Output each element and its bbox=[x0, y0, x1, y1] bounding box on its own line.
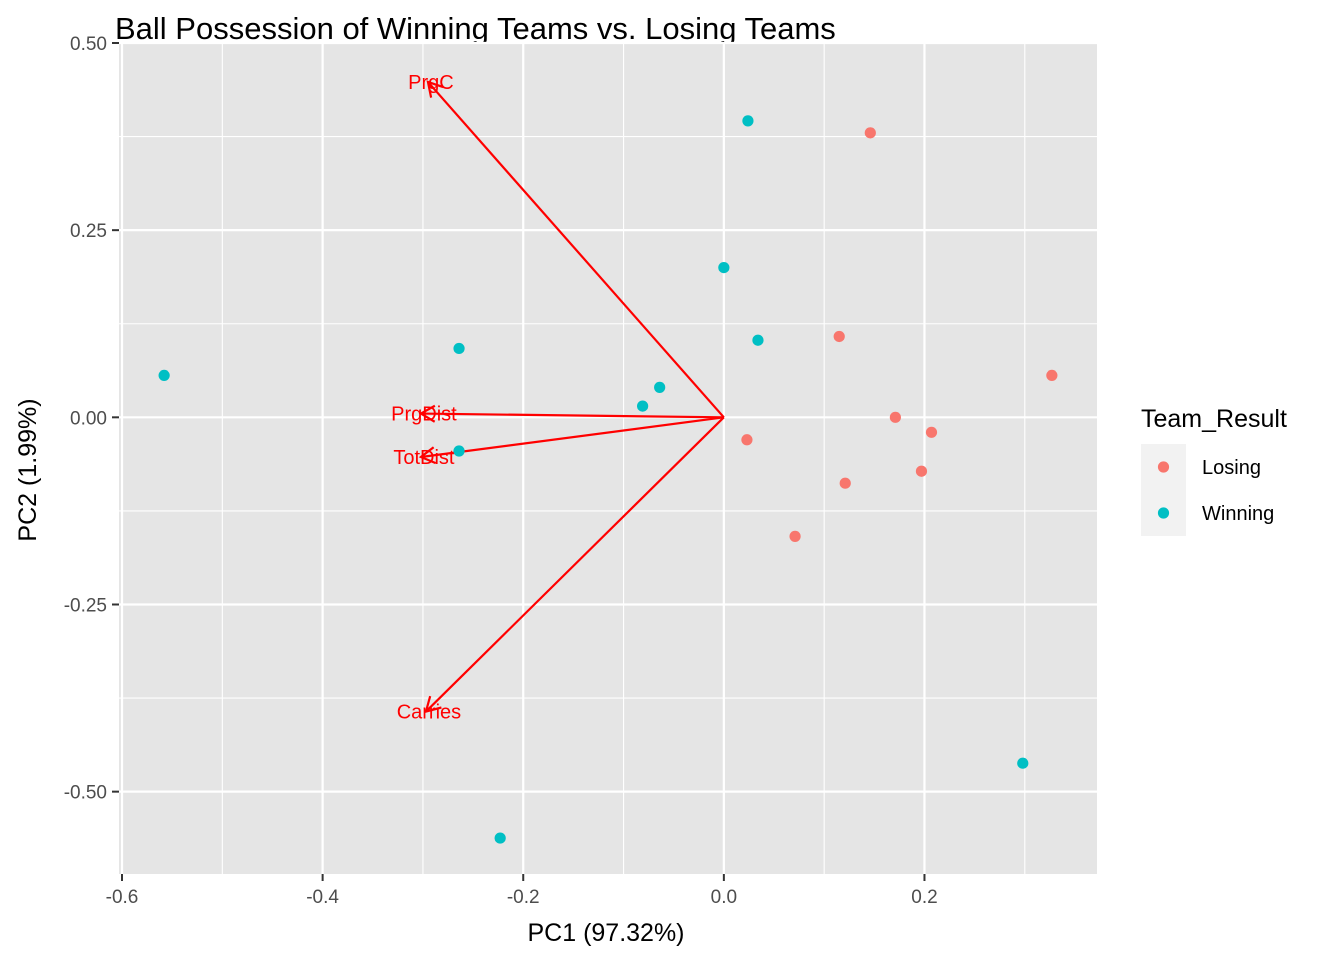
y-tick-label: -0.50 bbox=[64, 783, 107, 804]
loading-label-prgc: PrgC bbox=[408, 72, 454, 94]
loading-vectors: PrgC PrgDist TotDist Carries bbox=[391, 72, 725, 724]
minor-gridlines bbox=[119, 43, 1097, 874]
y-tick-label: 0.00 bbox=[70, 408, 107, 429]
y-axis-title: PC2 (1.99%) bbox=[14, 398, 42, 541]
legend-swatch-losing bbox=[1157, 461, 1170, 473]
point-losing bbox=[1046, 369, 1058, 381]
legend-title: Team_Result bbox=[1141, 405, 1287, 433]
x-tick-label: -0.4 bbox=[306, 887, 339, 908]
point-winning bbox=[718, 261, 730, 274]
loading-arrow-totdist bbox=[420, 416, 724, 459]
x-tick-label: -0.2 bbox=[507, 887, 540, 908]
loading-arrow-prgc bbox=[427, 81, 725, 419]
y-tick-label: 0.25 bbox=[70, 221, 107, 242]
loading-label-carries: Carries bbox=[397, 702, 461, 724]
legend-swatch-winning bbox=[1157, 507, 1170, 519]
point-winning bbox=[637, 400, 649, 412]
arrowhead-prgdist bbox=[418, 404, 436, 423]
point-winning bbox=[752, 334, 764, 346]
x-axis-ticks: -0.6 -0.4 -0.2 0.0 0.2 bbox=[106, 874, 938, 908]
y-tick-label: 0.50 bbox=[70, 34, 107, 55]
data-points bbox=[158, 115, 1058, 844]
point-losing bbox=[864, 127, 876, 139]
loading-label-prgdist: PrgDist bbox=[391, 404, 457, 426]
chart-title: Ball Possession of Winning Teams vs. Los… bbox=[115, 11, 836, 46]
arrowhead-carries bbox=[424, 695, 442, 714]
x-axis-title: PC1 (97.32%) bbox=[527, 919, 684, 947]
point-winning bbox=[1017, 757, 1029, 769]
point-winning bbox=[453, 445, 465, 457]
loading-label-totdist: TotDist bbox=[393, 447, 455, 469]
point-losing bbox=[889, 411, 901, 423]
legend-label-losing: Losing bbox=[1202, 457, 1261, 479]
point-winning bbox=[742, 115, 754, 127]
loading-arrow-carries bbox=[425, 416, 725, 713]
point-losing bbox=[789, 530, 801, 542]
x-tick-label: 0.2 bbox=[911, 887, 937, 908]
point-losing bbox=[839, 477, 851, 489]
y-tick-label: -0.25 bbox=[64, 595, 107, 616]
point-losing bbox=[741, 434, 753, 446]
arrowhead-prgc bbox=[426, 80, 444, 98]
point-losing bbox=[915, 465, 928, 477]
arrowhead-totdist bbox=[418, 446, 437, 465]
x-tick-label: -0.6 bbox=[106, 887, 139, 908]
legend: Team_Result Losing Winning bbox=[1141, 405, 1287, 536]
point-losing bbox=[925, 426, 938, 438]
y-axis-ticks: -0.50 -0.25 0.00 0.25 0.50 bbox=[64, 34, 119, 804]
point-losing bbox=[833, 330, 845, 343]
loading-arrow-prgdist bbox=[420, 412, 724, 419]
point-winning bbox=[494, 832, 506, 844]
point-winning bbox=[158, 369, 170, 381]
legend-label-winning: Winning bbox=[1202, 503, 1274, 525]
point-winning bbox=[654, 381, 666, 393]
point-winning bbox=[453, 342, 465, 355]
x-tick-label: 0.0 bbox=[711, 887, 737, 908]
major-gridlines bbox=[119, 41, 1097, 874]
plot-panel bbox=[119, 43, 1097, 874]
legend-items: Losing Winning bbox=[1141, 444, 1274, 536]
